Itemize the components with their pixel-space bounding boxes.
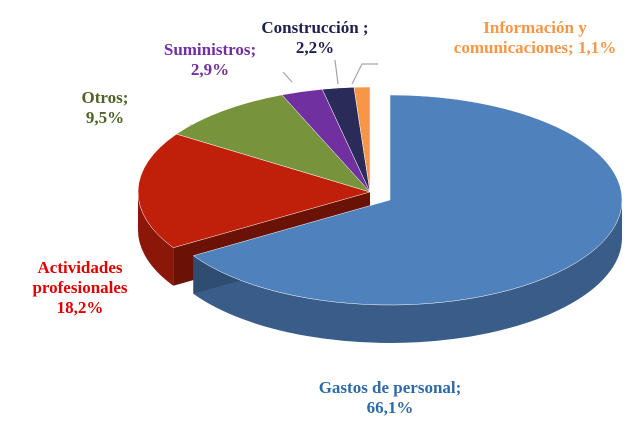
slice-side: [138, 192, 174, 286]
leader-line: [351, 63, 378, 85]
leader-line: [334, 59, 339, 85]
pie-slice: [192, 94, 623, 306]
category-label: Información y comunicaciones;: [453, 18, 587, 57]
data-label: Gastos de personal; 66,1%: [310, 378, 470, 418]
data-label: Otros; 9,5%: [68, 88, 142, 128]
pie-slice: [137, 133, 371, 248]
data-label: Actividades profesionales 18,2%: [10, 258, 150, 318]
value-label: ; 2,2%: [295, 18, 369, 57]
category-label: Actividades profesionales: [32, 258, 128, 297]
leader-line: [282, 71, 293, 83]
value-label: 2,9%: [190, 60, 230, 79]
pie-slice: [175, 94, 371, 193]
value-label: 9,5%: [85, 108, 125, 127]
data-label: Suministros; 2,9%: [145, 40, 275, 80]
category-label: Suministros;: [163, 40, 257, 59]
value-label: 18,2%: [56, 298, 104, 317]
data-label: Construcción ; 2,2%: [255, 18, 375, 58]
slice-side: [193, 200, 622, 344]
value-label: 66,1%: [366, 398, 414, 417]
category-label: Gastos de personal;: [318, 378, 462, 397]
data-label: Información y comunicaciones; 1,1%: [438, 18, 632, 58]
category-label: Otros;: [81, 88, 129, 107]
pie-slice: [353, 86, 371, 193]
category-label: Construcción: [261, 18, 359, 37]
value-label: 1,1%: [577, 38, 617, 57]
